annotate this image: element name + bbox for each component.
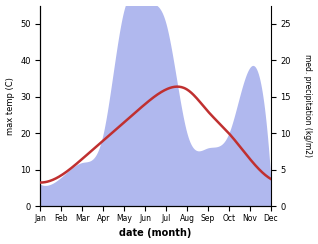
X-axis label: date (month): date (month) [119, 228, 192, 238]
Y-axis label: max temp (C): max temp (C) [5, 77, 15, 135]
Y-axis label: med. precipitation (kg/m2): med. precipitation (kg/m2) [303, 54, 313, 157]
